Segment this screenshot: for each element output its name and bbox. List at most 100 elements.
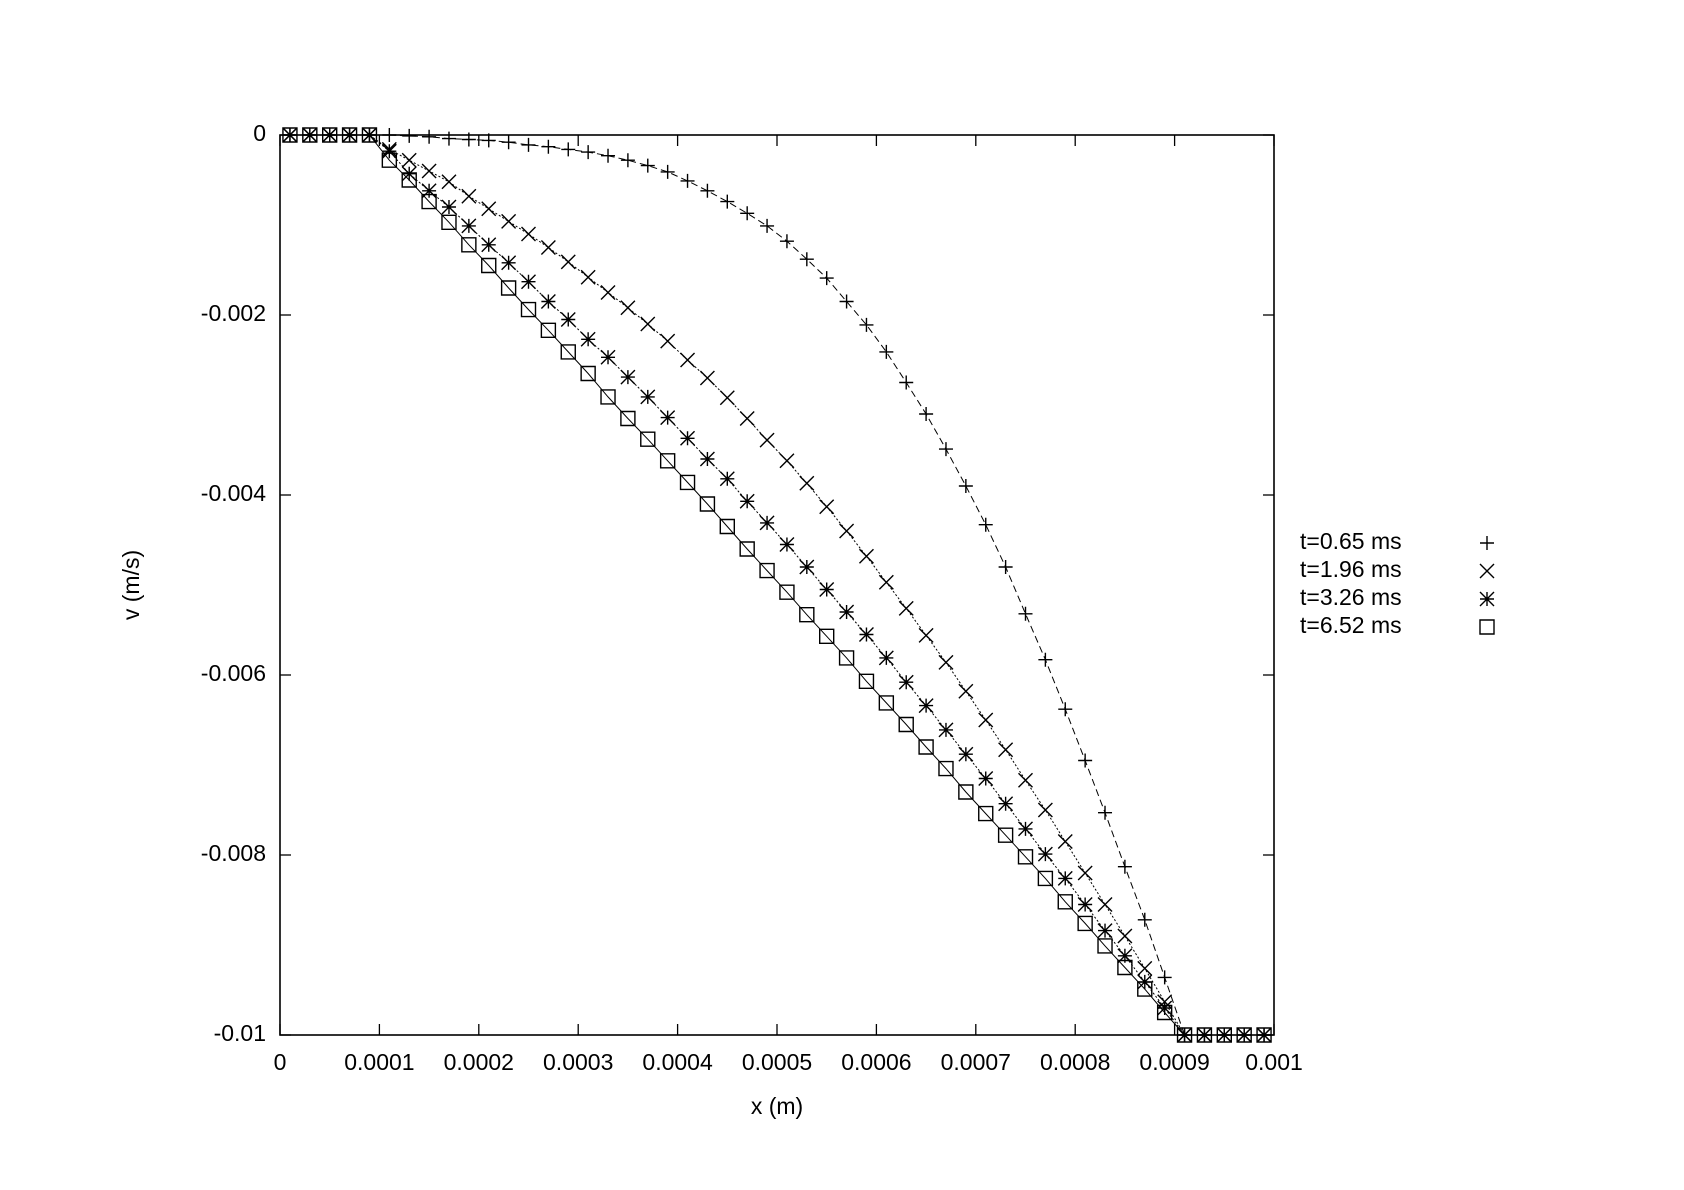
legend-label: t=3.26 ms [1300,584,1402,610]
data-point [799,475,815,491]
data-point [938,654,954,670]
data-point [799,607,815,623]
data-point [879,344,894,359]
data-point [680,352,696,368]
data-point [680,173,695,188]
data-point [640,158,655,173]
data-point [361,127,378,143]
data-point [1256,1027,1272,1043]
data-point [640,389,656,405]
data-point [958,784,974,800]
data-point [1077,915,1093,932]
data-point [422,129,437,144]
data-point [878,574,894,590]
data-point [501,213,517,229]
data-point [919,407,934,421]
data-point [739,541,755,557]
data-point [978,805,994,822]
data-point [918,739,934,755]
data-point [938,760,954,777]
data-point [1037,870,1054,887]
data-point [958,746,974,762]
data-point [560,344,576,360]
data-point [1037,846,1053,862]
data-point [958,683,974,699]
data-point [620,410,636,427]
data-point [1137,981,1153,997]
data-point [382,128,397,142]
data-point [600,285,616,300]
legend-marker [1480,536,1494,550]
data-point [918,698,934,714]
data-point [381,143,397,159]
data-point [1018,772,1033,788]
x-tick-label: 0.0006 [841,1049,911,1075]
data-point [700,183,715,198]
data-point [1216,1027,1232,1043]
data-point [1097,938,1113,954]
data-point [998,742,1014,758]
data-point [699,370,715,386]
data-point [660,164,675,179]
data-point [899,375,914,390]
data-point [759,515,775,531]
data-point [819,271,834,286]
data-point [898,600,914,616]
legend-label: t=6.52 ms [1300,612,1402,638]
data-point [799,252,814,267]
x-tick-label: 0.0009 [1139,1049,1209,1075]
data-point [858,548,874,564]
data-point [520,301,537,318]
data-point [441,199,457,215]
data-point [1057,870,1073,886]
data-point [282,127,298,143]
data-point [322,127,338,143]
series-line [289,134,1265,1036]
data-point [481,201,497,217]
legend-label: t=0.65 ms [1300,528,1402,554]
data-point [878,695,895,711]
y-axis-label: v (m/s) [118,550,144,620]
legend-marker [1479,563,1495,579]
data-point [620,300,636,316]
x-tick-label: 0.0001 [344,1049,414,1075]
data-point [600,389,616,405]
data-point [1057,834,1073,849]
data-point [759,562,775,579]
data-point [401,152,417,168]
data-point [560,312,576,327]
data-point [1157,1000,1173,1016]
data-point [799,559,815,575]
data-point [839,604,855,620]
data-point [640,431,656,447]
data-point [759,432,775,448]
data-point [779,234,794,249]
data-point [402,128,417,143]
data-point [878,650,894,666]
data-point [779,584,795,600]
data-point [441,174,457,190]
x-tick-label: 0.0004 [642,1049,713,1075]
data-point [1196,1027,1213,1043]
data-point [540,240,556,255]
data-point [1038,652,1053,667]
data-point [898,674,914,690]
data-point [540,294,556,309]
data-point [859,317,874,332]
data-point [461,218,477,234]
data-point [421,163,437,179]
data-point [938,442,953,457]
data-point [481,237,497,253]
data-point [719,471,735,487]
legend-marker [1479,619,1495,635]
data-point [819,628,835,644]
data-point [998,796,1014,812]
data-point [1236,1027,1252,1043]
data-point [858,673,875,689]
data-point [660,333,676,349]
legend-label: t=1.96 ms [1300,556,1402,582]
data-point [521,137,536,152]
